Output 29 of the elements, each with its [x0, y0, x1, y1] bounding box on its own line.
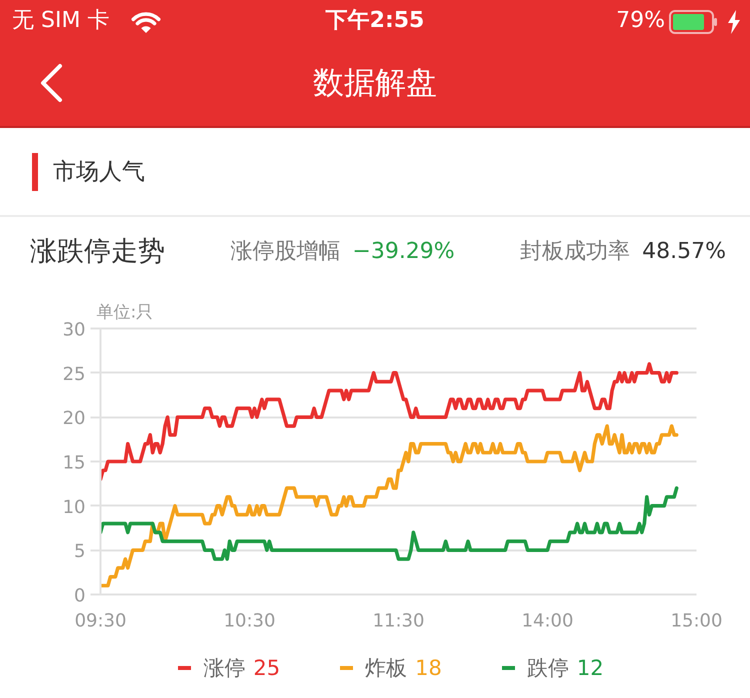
- legend-label: 跌停 12: [526, 654, 604, 682]
- x-tick-label: 14:00: [522, 610, 574, 632]
- y-tick-label: 10: [62, 496, 86, 518]
- text: 封板成功率: [520, 239, 630, 264]
- text: 无 SIM 卡: [12, 7, 110, 35]
- y-tick-label: 0: [74, 586, 86, 606]
- text: 79%: [616, 7, 665, 35]
- line-series: [100, 424, 678, 588]
- text: 涨停股增幅: [230, 239, 340, 264]
- text: 下午2:55: [326, 7, 424, 35]
- text: 48.57%: [642, 239, 726, 264]
- y-tick-label: 25: [62, 364, 86, 385]
- y-tick-label: 15: [62, 452, 86, 474]
- x-tick-label: 11:30: [372, 610, 424, 632]
- line-series: [100, 362, 678, 482]
- x-tick-label: 09:30: [74, 610, 126, 632]
- text: 市场人气: [53, 158, 145, 187]
- y-tick-label: 30: [62, 320, 86, 340]
- text: 数据解盘: [313, 64, 437, 103]
- x-tick-label: 15:00: [670, 610, 722, 632]
- y-axis-title: 单位:只: [96, 302, 154, 322]
- y-tick-label: 20: [62, 408, 86, 430]
- line-series: [100, 486, 678, 561]
- x-tick-label: 10:30: [224, 610, 276, 632]
- legend-label: 涨停 25: [203, 654, 280, 682]
- chart-title: 涨跌停走势: [30, 234, 165, 269]
- legend-label: 炸板 18: [365, 654, 442, 682]
- text: −39.29%: [352, 239, 455, 264]
- y-tick-label: 5: [74, 541, 86, 562]
